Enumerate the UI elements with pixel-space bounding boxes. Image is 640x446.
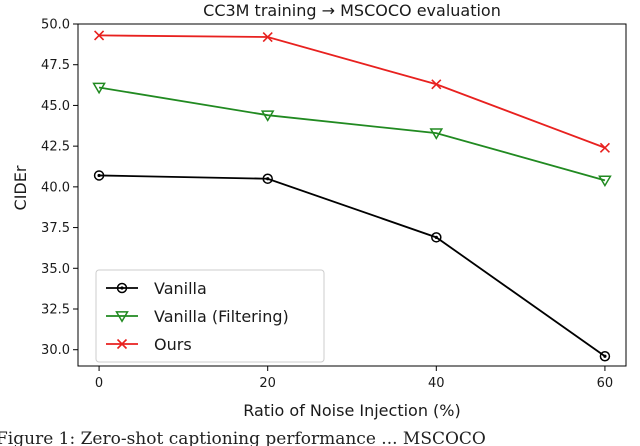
series-line	[98, 86, 606, 182]
series-line	[99, 34, 606, 149]
data-point	[599, 142, 610, 153]
legend-marker	[116, 338, 128, 350]
legend-label: Vanilla	[154, 279, 207, 298]
chart-title: CC3M training → MSCOCO evaluation	[203, 1, 501, 20]
y-tick-label: 40.0	[41, 180, 70, 195]
data-point	[260, 110, 275, 122]
x-tick-label: 60	[597, 376, 614, 391]
plot-frame	[77, 23, 627, 367]
data-point	[598, 175, 612, 188]
data-point	[262, 173, 273, 184]
x-axis-label: Ratio of Noise Injection (%)	[243, 401, 461, 420]
x-tick-label: 0	[95, 376, 103, 391]
legend-label: Vanilla (Filtering)	[154, 307, 289, 326]
legend-box	[95, 269, 325, 363]
legend-label: Ours	[154, 335, 192, 354]
y-axis-label: CIDEr	[11, 165, 30, 210]
legend: Vanilla Vanilla (Filtering) Ours	[95, 269, 325, 363]
data-point	[431, 232, 442, 243]
data-point	[93, 170, 105, 181]
data-point	[262, 31, 273, 43]
legend-marker	[116, 282, 128, 294]
axes: 0 20 40 60 30.0 32.5 35.0 37.5 40.0 42.5 45.0 47.5 5…	[41, 18, 627, 391]
data-point	[431, 79, 442, 90]
y-tick-label: 37.5	[41, 221, 70, 236]
x-tick-label: 40	[428, 376, 445, 391]
legend-marker	[115, 311, 129, 323]
data-point	[92, 82, 106, 95]
data-point	[429, 128, 444, 140]
y-tick-label: 32.5	[41, 303, 70, 318]
data-point	[94, 30, 105, 41]
y-tick-label: 50.0	[41, 18, 70, 33]
y-tick-label: 47.5	[41, 58, 70, 73]
series-line	[99, 174, 606, 357]
y-tick-label: 42.5	[41, 140, 70, 155]
y-tick-label: 30.0	[41, 343, 70, 358]
x-tick-label: 20	[259, 376, 276, 391]
y-tick-label: 35.0	[41, 262, 70, 277]
y-tick-label: 45.0	[41, 99, 70, 114]
plot-area	[92, 30, 612, 362]
figure-caption: Figure 1: Zero-shot captioning performan…	[0, 429, 486, 446]
data-point	[599, 350, 611, 362]
